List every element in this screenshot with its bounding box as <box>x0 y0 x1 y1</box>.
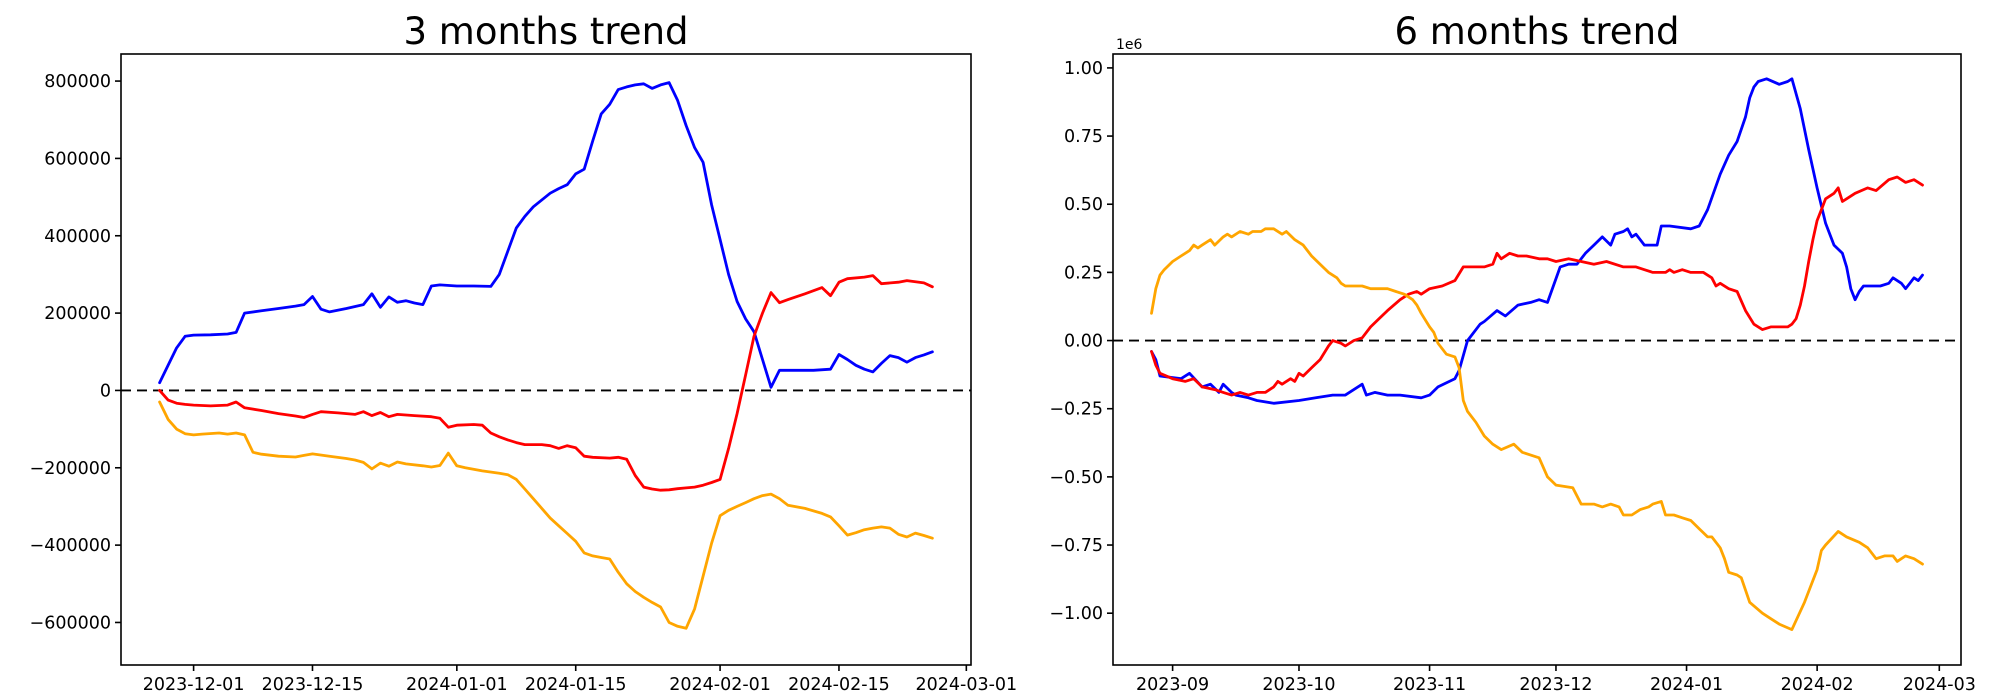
y-tick-label: 400000 <box>44 227 111 247</box>
y-tick-label: −600000 <box>30 613 111 633</box>
x-tick-label: 2024-01 <box>1650 675 1723 695</box>
x-tick-label: 2023-12-15 <box>262 675 364 695</box>
y-tick-label: −0.75 <box>1049 536 1103 556</box>
y-tick-label: 0 <box>100 381 111 401</box>
y-tick-label: −200000 <box>30 459 111 479</box>
y-tick-label: 0.75 <box>1064 127 1103 147</box>
y-tick-label: −0.50 <box>1049 468 1103 488</box>
y-tick-label: 800000 <box>44 72 111 92</box>
x-tick-label: 2024-03-01 <box>915 675 1017 695</box>
y-tick-label: −0.25 <box>1049 400 1103 420</box>
y-tick-label: 600000 <box>44 149 111 169</box>
x-tick-label: 2023-11 <box>1393 675 1466 695</box>
y-tick-label: 0.00 <box>1064 332 1103 352</box>
x-tick-label: 2023-09 <box>1136 675 1209 695</box>
y-tick-label: −400000 <box>30 536 111 556</box>
chart-line-red-series <box>158 274 934 492</box>
x-tick-label: 2024-02 <box>1781 675 1854 695</box>
x-tick-label: 2023-10 <box>1262 675 1335 695</box>
x-tick-label: 2024-02-01 <box>669 675 771 695</box>
plot-frame <box>120 53 972 666</box>
chart-line-orange-series <box>1150 227 1924 631</box>
x-tick-label: 2024-03 <box>1903 675 1976 695</box>
x-tick-label: 2024-02-15 <box>788 675 890 695</box>
plot-frame <box>1112 53 1962 666</box>
y-tick-label: 1.00 <box>1064 59 1103 79</box>
y-axis-scale-offset-label: 1e6 <box>1116 37 1143 53</box>
y-tick-label: 0.50 <box>1064 195 1103 215</box>
right-chart-title: 6 months trend <box>1394 10 1679 53</box>
left-chart-title: 3 months trend <box>403 10 688 53</box>
x-tick-label: 2023-12 <box>1519 675 1592 695</box>
x-tick-label: 2024-01-15 <box>525 675 627 695</box>
y-tick-label: 200000 <box>44 304 111 324</box>
chart-line-blue-series <box>158 81 934 389</box>
x-tick-label: 2023-12-01 <box>143 675 245 695</box>
chart-line-red-series <box>1150 175 1924 397</box>
y-tick-label: 0.25 <box>1064 263 1103 283</box>
chart-line-orange-series <box>158 400 934 630</box>
x-tick-label: 2024-01-01 <box>406 675 508 695</box>
y-tick-label: −1.00 <box>1049 604 1103 624</box>
three-months-trend-chart: 800000 600000 400000 200000 0 −200000 −400000 −… <box>30 53 1017 695</box>
six-months-trend-chart: 1.00 0.75 0.50 0.25 0.00 −0.25 −0.50 −0.75 −1.00… <box>1049 53 1976 695</box>
chart-line-blue-series <box>1150 77 1924 405</box>
